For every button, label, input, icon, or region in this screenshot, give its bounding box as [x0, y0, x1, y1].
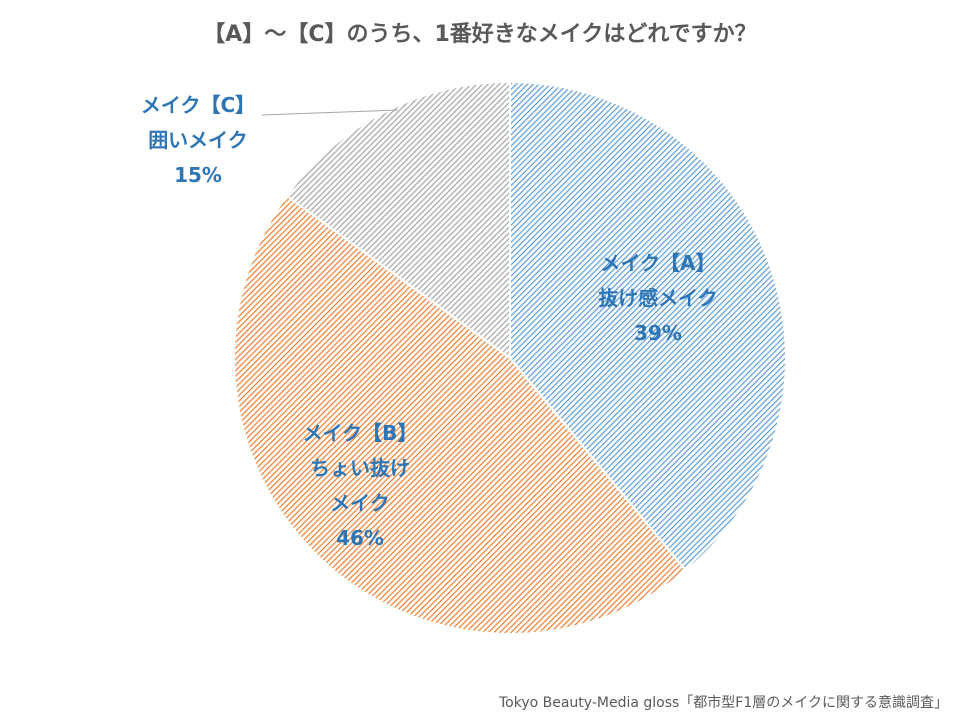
pie-slice-b — [233, 194, 688, 635]
slice-b-desc: ちょい抜け — [310, 456, 410, 480]
slice-b-desc-2: メイク — [330, 491, 390, 515]
pie-slice-a — [509, 80, 787, 573]
slice-label-a: メイク【A】 抜け感メイク 39% — [560, 246, 756, 351]
slice-a-desc: 抜け感メイク — [598, 286, 718, 310]
slice-c-percent: 15% — [174, 163, 222, 187]
slice-label-b: メイク【B】 ちょい抜け メイク 46% — [262, 416, 458, 556]
slice-a-name: メイク【A】 — [600, 251, 716, 275]
slice-b-percent: 46% — [336, 526, 384, 550]
slice-c-desc: 囲いメイク — [148, 128, 248, 152]
slice-b-name: メイク【B】 — [302, 421, 418, 445]
slice-a-percent: 39% — [634, 321, 682, 345]
slice-c-name: メイク【C】 — [140, 93, 256, 117]
slice-c-leader-line — [261, 109, 399, 116]
chart-title: 【A】～【C】のうち、1番好きなメイクはどれですか？ — [203, 22, 757, 47]
pie-slice-c — [285, 80, 511, 360]
slice-label-c: メイク【C】 囲いメイク 15% — [100, 88, 296, 193]
source-note: Tokyo Beauty-Media gloss「都市型F1層のメイクに関する意… — [498, 695, 948, 711]
